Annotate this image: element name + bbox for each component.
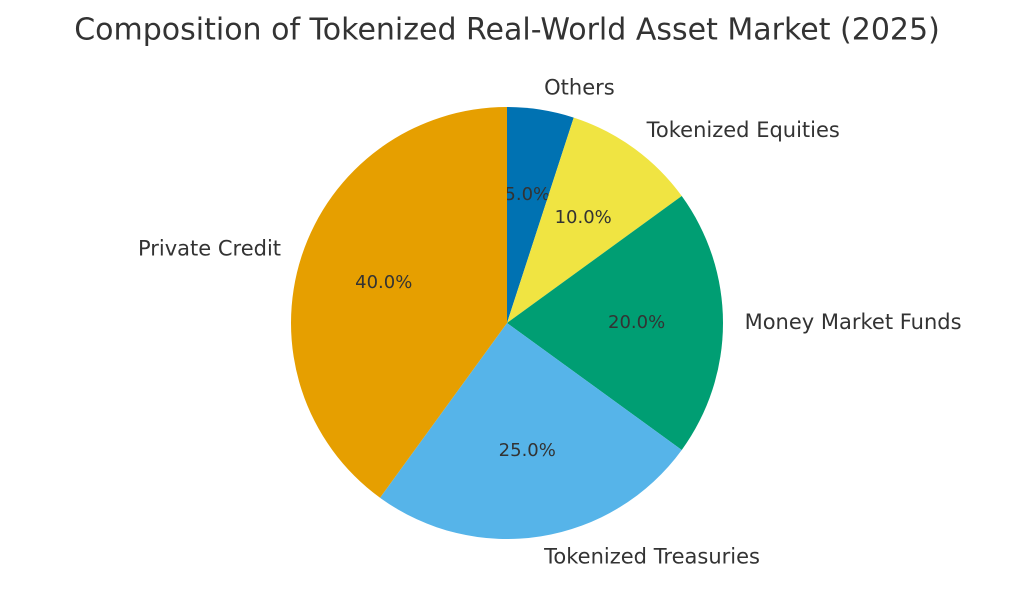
- value-label: 20.0%: [608, 312, 665, 333]
- slice-label: Private Credit: [138, 237, 281, 261]
- value-label: 40.0%: [355, 272, 412, 293]
- chart-title: Composition of Tokenized Real-World Asse…: [74, 13, 940, 48]
- slice-label: Tokenized Equities: [646, 118, 840, 142]
- value-label: 10.0%: [555, 207, 612, 228]
- pie-slice: [507, 107, 574, 323]
- slice-label: Money Market Funds: [745, 310, 962, 334]
- pie-slice: [380, 323, 682, 539]
- value-label: 5.0%: [504, 184, 550, 205]
- slice-label: Tokenized Treasuries: [543, 545, 760, 569]
- pie-slice: [291, 107, 507, 498]
- pie-slice: [507, 117, 682, 323]
- value-label: 25.0%: [499, 440, 556, 461]
- pie-slice: [507, 196, 724, 450]
- slice-label: Others: [544, 75, 615, 99]
